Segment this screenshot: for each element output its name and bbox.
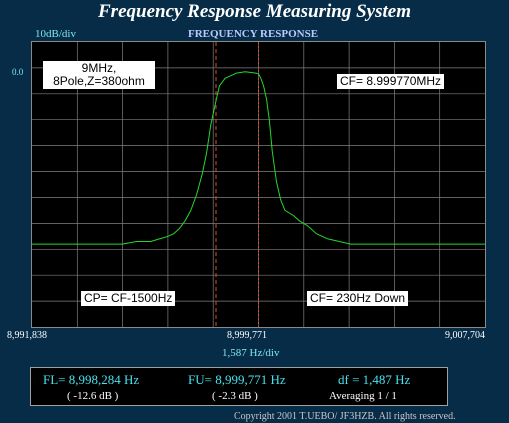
freq-center-label: 8,999,771 [227, 330, 267, 341]
center-frequency-box: CF= 8.999770MHz [337, 74, 445, 89]
chart-title: FREQUENCY RESPONSE [188, 28, 319, 40]
fu-readout: FU= 8,999,771 Hz [188, 372, 286, 387]
cf-shift-box: CF= 230Hz Down [307, 291, 409, 306]
marker-lines [215, 42, 259, 327]
vertical-scale-label: 10dB/div [35, 28, 76, 40]
freq-stop-label: 9,007,704 [445, 330, 485, 341]
carrier-point-box: CP= CF-1500Hz [81, 291, 176, 306]
averaging-readout: Averaging 1 / 1 [329, 390, 397, 402]
filter-info-line-2: 8Pole,Z=380ohm [53, 74, 145, 88]
copyright-notice: Copyright 2001 T.UEBO/ JF3HZB. All right… [234, 411, 456, 422]
response-trace [32, 71, 485, 245]
zero-level-label: 0.0 [12, 67, 24, 77]
app-title: Frequency Response Measuring System [98, 1, 411, 22]
fu-db-readout: ( -2.3 dB ) [212, 390, 258, 402]
df-readout: df = 1,487 Hz [338, 372, 411, 387]
fl-db-readout: ( -12.6 dB ) [67, 390, 119, 402]
filter-info-box: 9MHz, 8Pole,Z=380ohm [43, 61, 155, 89]
measurement-readout: FL= 8,998,284 Hz ( -12.6 dB ) FU= 8,999,… [30, 367, 448, 406]
filter-info-line-1: 9MHz, [81, 61, 117, 75]
freq-span-label: 1,587 Hz/div [222, 347, 280, 359]
freq-start-label: 8,991,838 [7, 330, 47, 341]
fl-readout: FL= 8,998,284 Hz [43, 372, 140, 387]
